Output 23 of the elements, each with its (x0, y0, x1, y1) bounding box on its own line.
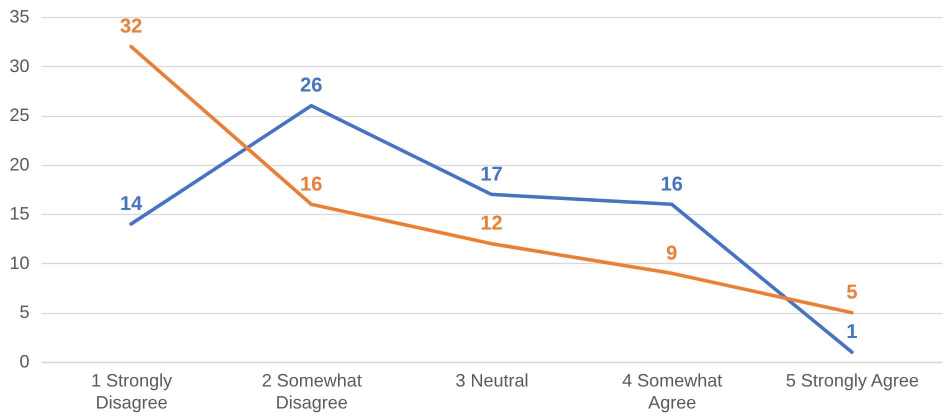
data-label: 1 (846, 321, 858, 344)
data-label: 16 (660, 173, 683, 196)
y-tick-label: 10 (9, 252, 30, 273)
y-tick-label: 25 (9, 105, 30, 126)
x-tick-label: 2 Somewhat Disagree (262, 370, 362, 412)
y-tick-label: 20 (9, 154, 30, 174)
y-tick-label: 0 (19, 352, 30, 372)
data-label: 9 (666, 242, 678, 264)
y-tick-label: 15 (9, 204, 30, 224)
data-label: 16 (300, 173, 322, 196)
y-tick-label: 30 (9, 56, 30, 76)
data-label: 17 (480, 163, 503, 186)
x-tick-label: 1 Strongly Disagree (91, 370, 172, 412)
data-label: 5 (846, 282, 858, 304)
data-label: 26 (300, 74, 322, 97)
data-label: 14 (120, 193, 144, 215)
data-label: 12 (480, 212, 503, 235)
y-tick-label: 5 (19, 302, 30, 322)
data-label: 32 (120, 16, 142, 38)
x-tick-label: 4 Somewhat Agree (622, 370, 722, 412)
y-tick-label: 35 (9, 6, 30, 26)
x-tick-label: 3 Neutral (455, 370, 529, 390)
x-tick-label: 5 Strongly Agree (786, 370, 919, 390)
